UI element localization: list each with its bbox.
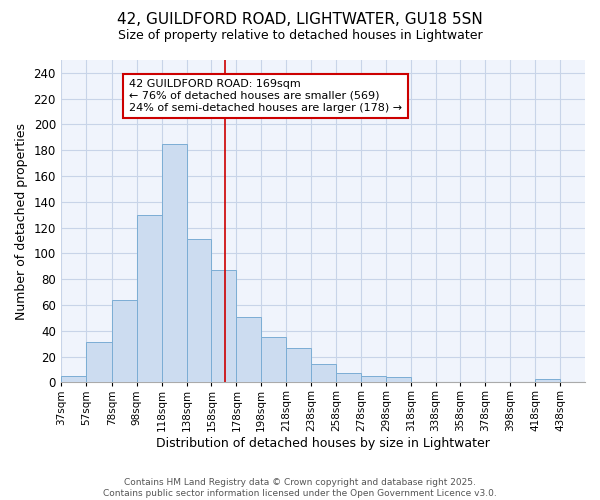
Text: 42 GUILDFORD ROAD: 169sqm
← 76% of detached houses are smaller (569)
24% of semi: 42 GUILDFORD ROAD: 169sqm ← 76% of detac… (129, 80, 402, 112)
X-axis label: Distribution of detached houses by size in Lightwater: Distribution of detached houses by size … (156, 437, 490, 450)
Bar (61, 376, 86, 382)
Bar (336, 374, 361, 382)
Bar (311, 364, 336, 382)
Bar (361, 376, 386, 382)
Bar (535, 378, 560, 382)
Y-axis label: Number of detached properties: Number of detached properties (15, 122, 28, 320)
Bar (187, 239, 211, 382)
Bar (211, 270, 236, 382)
Bar (161, 144, 187, 382)
Bar (261, 337, 286, 382)
Bar (112, 300, 137, 382)
Bar (236, 316, 261, 382)
Bar (286, 348, 311, 382)
Bar (86, 342, 112, 382)
Bar (386, 377, 410, 382)
Text: Size of property relative to detached houses in Lightwater: Size of property relative to detached ho… (118, 29, 482, 42)
Bar (137, 214, 161, 382)
Text: 42, GUILDFORD ROAD, LIGHTWATER, GU18 5SN: 42, GUILDFORD ROAD, LIGHTWATER, GU18 5SN (117, 12, 483, 28)
Text: Contains HM Land Registry data © Crown copyright and database right 2025.
Contai: Contains HM Land Registry data © Crown c… (103, 478, 497, 498)
